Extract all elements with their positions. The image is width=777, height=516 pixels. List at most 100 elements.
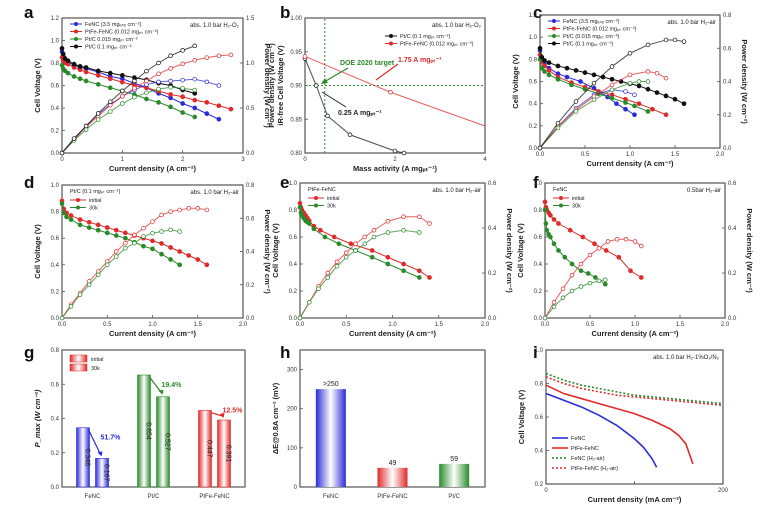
data-point — [108, 99, 113, 104]
x-axis-label: Current density (A cm⁻²) — [591, 329, 679, 338]
series-30k-voltage — [542, 207, 608, 287]
data-point — [59, 150, 65, 156]
y-tick-label: 0.6 — [529, 80, 538, 86]
y2-tick-label: 0.0 — [728, 316, 737, 322]
data-point — [401, 261, 406, 267]
legend-label: 30k — [327, 204, 336, 210]
data-point — [609, 82, 615, 88]
y2-axis-label: Power density (W cm⁻²) — [263, 43, 272, 128]
data-point — [650, 106, 655, 112]
y2-tick-label: 0.0 — [246, 316, 255, 322]
data-point — [388, 89, 393, 95]
y-tick-label: 1.0 — [529, 35, 538, 41]
loss-percent-label: 51.7% — [101, 435, 122, 442]
data-point — [542, 199, 548, 205]
data-point — [551, 300, 557, 305]
data-point — [325, 113, 330, 119]
series-line — [545, 372, 724, 405]
data-point — [417, 214, 422, 220]
y-axis-label: Cell Voltage (V) — [516, 223, 525, 278]
legend-label: FeNC (H₂-air) — [571, 456, 605, 462]
data-point — [156, 86, 161, 92]
data-point — [120, 94, 125, 99]
data-point — [645, 79, 651, 84]
data-point — [123, 240, 128, 246]
y-tick-label: 0.6 — [51, 382, 60, 388]
data-point — [555, 76, 561, 82]
data-point — [107, 85, 113, 91]
x-axis-label: Current density (A cm⁻²) — [349, 329, 437, 338]
data-point — [580, 234, 586, 240]
series-initial-voltage — [297, 200, 432, 280]
x-tick-label: 3 — [241, 157, 245, 163]
data-point — [632, 112, 637, 118]
x-tick-label: 0.0 — [296, 322, 305, 328]
legend-title: FeNC — [553, 187, 567, 193]
y2-tick-label: 0.2 — [488, 271, 497, 277]
data-point — [582, 70, 588, 75]
annotation-ptc-mass-activity: 0.25 A mgₚₜ⁻¹ — [338, 110, 382, 117]
data-point — [144, 96, 149, 102]
data-point — [62, 68, 68, 74]
y-tick-label: 0.4 — [51, 417, 60, 423]
arrow-head-icon — [158, 389, 164, 395]
panel-label: i — [533, 343, 538, 362]
series-ptfe-fenc-voltage — [59, 55, 234, 112]
y-tick-label: 0.2 — [534, 289, 543, 295]
data-point — [548, 213, 553, 218]
data-point — [113, 233, 119, 238]
panel-label: c — [533, 3, 542, 22]
data-point — [204, 111, 210, 116]
data-point — [168, 78, 173, 84]
arrow-head-icon — [321, 78, 328, 84]
x-tick-label: 2.0 — [721, 322, 730, 328]
data-point — [95, 111, 101, 116]
data-point — [204, 79, 210, 85]
y2-tick-label: 0.6 — [488, 181, 497, 187]
y-axis-label: Cell Voltage (V) — [511, 54, 520, 109]
data-point — [567, 227, 573, 233]
data-point — [113, 227, 119, 233]
data-point — [392, 148, 398, 154]
data-point — [114, 254, 119, 259]
data-point — [297, 315, 303, 321]
x-tick-label: 1 — [121, 157, 125, 163]
data-point — [177, 249, 182, 254]
data-point — [672, 96, 678, 102]
data-point — [546, 68, 552, 73]
data-point — [636, 79, 642, 84]
data-point — [627, 72, 633, 78]
data-point — [297, 200, 303, 206]
data-point — [614, 101, 619, 107]
data-point — [551, 304, 557, 310]
data-point — [141, 234, 146, 239]
data-point — [628, 268, 633, 274]
data-point — [569, 288, 575, 294]
data-point — [546, 72, 552, 78]
data-point — [344, 255, 349, 260]
data-point — [569, 261, 575, 267]
loss-arrow — [87, 429, 102, 455]
data-point — [543, 221, 549, 226]
legend-marker — [76, 205, 80, 210]
x-tick-label: 1.0 — [148, 322, 157, 328]
series-initial-power — [297, 214, 432, 321]
series-fenc-h2-air- — [545, 372, 724, 405]
data-point — [186, 253, 192, 258]
legend-label: Pt/C 0.015 mgₚₜ cm⁻² — [85, 37, 138, 43]
data-point — [95, 272, 101, 278]
data-point — [95, 73, 101, 78]
data-point — [632, 239, 638, 244]
y-tick-label: 1.0 — [289, 181, 298, 187]
series-fenc-power — [537, 87, 637, 151]
y-tick-label: 0.4 — [529, 102, 538, 108]
data-point — [86, 225, 92, 230]
arrow-head-icon — [97, 451, 103, 457]
y2-tick-label: 0.2 — [728, 271, 737, 277]
arrow-head-icon — [219, 413, 225, 419]
series-30k-power — [59, 227, 182, 321]
y-tick-label: 0 — [294, 485, 298, 491]
y-tick-label: 0.2 — [289, 289, 298, 295]
data-point — [353, 248, 358, 253]
data-point — [122, 235, 128, 241]
